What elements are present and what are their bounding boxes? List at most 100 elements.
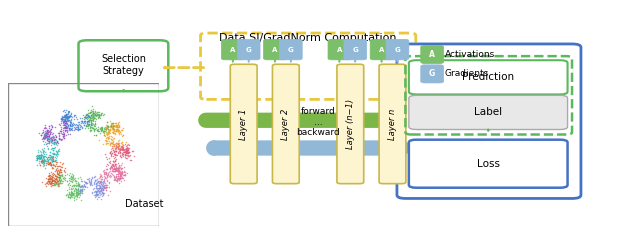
- Point: [112, 179, 122, 183]
- Point: [122, 153, 132, 156]
- Point: [122, 150, 132, 154]
- Point: [111, 174, 122, 178]
- Point: [74, 184, 84, 187]
- Point: [100, 172, 110, 176]
- Point: [109, 175, 119, 179]
- Point: [121, 146, 131, 150]
- Point: [99, 179, 109, 183]
- Point: [44, 139, 54, 143]
- Point: [56, 179, 67, 182]
- Point: [94, 174, 104, 178]
- Point: [104, 160, 114, 164]
- Point: [94, 187, 104, 191]
- Point: [108, 168, 118, 172]
- Point: [46, 181, 56, 185]
- Point: [101, 123, 111, 127]
- Point: [125, 158, 135, 162]
- Point: [42, 134, 52, 138]
- Point: [39, 133, 49, 137]
- Point: [90, 122, 100, 126]
- Point: [109, 144, 120, 148]
- Point: [40, 134, 50, 138]
- Point: [113, 162, 124, 165]
- Point: [40, 140, 50, 144]
- Point: [83, 124, 93, 128]
- Point: [88, 111, 98, 115]
- Point: [108, 167, 118, 171]
- Point: [116, 148, 126, 151]
- Point: [46, 130, 56, 134]
- Point: [64, 195, 74, 199]
- Point: [47, 181, 57, 185]
- Point: [117, 171, 127, 175]
- Point: [111, 166, 121, 170]
- Point: [63, 119, 74, 123]
- Point: [87, 190, 97, 193]
- Point: [81, 116, 92, 120]
- Point: [81, 180, 91, 184]
- Point: [102, 175, 112, 179]
- Point: [111, 123, 121, 127]
- Point: [68, 190, 79, 193]
- Point: [111, 144, 121, 148]
- Point: [99, 129, 109, 133]
- Point: [106, 154, 116, 158]
- Point: [118, 143, 129, 147]
- Point: [84, 117, 95, 120]
- Point: [91, 192, 101, 196]
- Point: [113, 170, 124, 174]
- Point: [79, 117, 90, 121]
- Point: [115, 141, 125, 145]
- Point: [35, 161, 45, 165]
- Point: [64, 173, 74, 177]
- Point: [103, 193, 113, 197]
- Point: [37, 158, 47, 162]
- Point: [31, 156, 42, 160]
- Point: [106, 150, 116, 153]
- Point: [121, 150, 131, 153]
- Point: [76, 185, 86, 189]
- Point: [100, 176, 110, 180]
- Point: [88, 114, 98, 118]
- Point: [55, 129, 65, 133]
- Point: [43, 160, 53, 163]
- Point: [117, 145, 127, 149]
- Point: [43, 177, 53, 181]
- Point: [45, 128, 55, 132]
- Point: [59, 119, 69, 123]
- FancyBboxPatch shape: [273, 64, 300, 184]
- Point: [52, 154, 62, 158]
- Point: [44, 130, 54, 133]
- Point: [60, 193, 70, 197]
- Point: [106, 171, 116, 174]
- Point: [68, 193, 78, 197]
- Point: [114, 164, 124, 168]
- Point: [82, 113, 92, 116]
- Point: [42, 177, 52, 181]
- Point: [106, 141, 116, 145]
- Point: [81, 181, 91, 185]
- Point: [103, 130, 113, 133]
- Point: [72, 183, 83, 187]
- Point: [113, 124, 124, 127]
- Text: Layer 1: Layer 1: [239, 108, 248, 140]
- Point: [113, 142, 124, 145]
- Point: [48, 146, 58, 150]
- Point: [105, 166, 115, 170]
- Point: [38, 161, 49, 164]
- Point: [84, 123, 94, 127]
- Point: [51, 158, 61, 162]
- Point: [60, 123, 70, 127]
- Point: [51, 176, 61, 180]
- Point: [118, 176, 129, 180]
- Point: [88, 187, 98, 191]
- Point: [84, 178, 94, 182]
- Point: [102, 130, 113, 133]
- Point: [35, 149, 45, 153]
- Point: [50, 174, 60, 177]
- Point: [74, 192, 84, 196]
- Point: [36, 158, 47, 162]
- Point: [72, 194, 82, 198]
- Point: [34, 156, 44, 160]
- Point: [115, 176, 125, 180]
